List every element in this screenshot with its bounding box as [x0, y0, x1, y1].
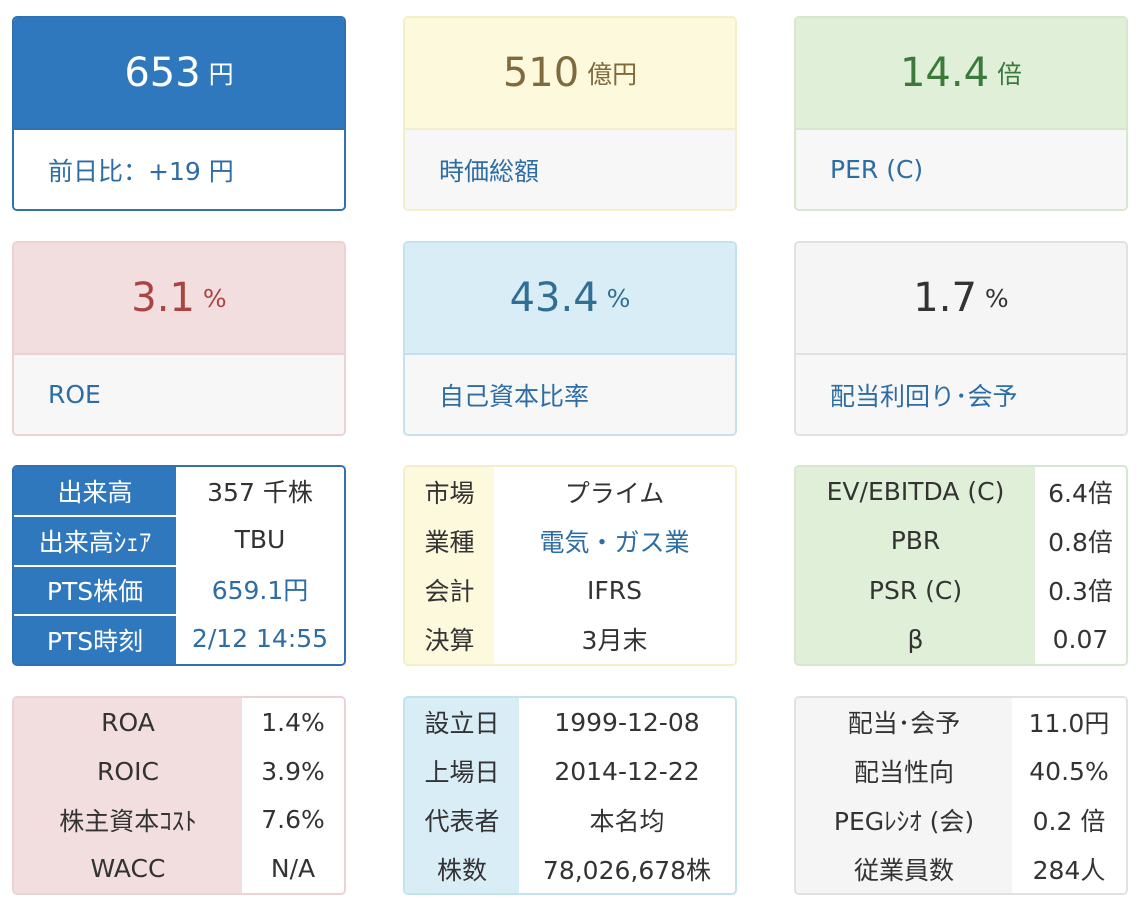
pts-price-link[interactable]: 659.1円 [176, 566, 344, 615]
pts-price-label: PTS株価 [14, 567, 176, 617]
psr-label: PSR (C) [868, 575, 963, 605]
industry-link[interactable]: 電気・ガス業 [539, 527, 690, 557]
volume-share-label: 出来高ｼｪｱ [14, 517, 176, 567]
profile-value-column: 1999-12-08 2014-12-22 本名均 78,026,678株 [519, 698, 735, 893]
listed-label: 上場日 [424, 758, 500, 788]
valuation-value-column: 6.4倍 0.8倍 0.3倍 0.07 [1035, 467, 1126, 664]
market-cap-value: 510 [502, 50, 580, 96]
pbr-value: 0.8倍 [1048, 527, 1113, 557]
market-cap-label[interactable]: 時価総額 [405, 128, 735, 209]
valuation-label-column: EV/EBITDA (C) PBR PSR (C) β [796, 467, 1035, 664]
wacc-value: N/A [270, 854, 316, 884]
dividend-forecast-label: 配当･会予 [847, 709, 961, 739]
roic-value: 3.9% [261, 756, 325, 786]
profitability-value-column: 1.4% 3.9% 7.6% N/A [242, 698, 344, 893]
company-profile-table: 設立日 上場日 代表者 株数 1999-12-08 2014-12-22 本名均… [403, 696, 737, 895]
trading-table: 出来高 出来高ｼｪｱ PTS株価 PTS時刻 357 千株 TBU 659.1円… [12, 465, 346, 666]
cost-of-equity-value: 7.6% [261, 805, 325, 835]
peg-ratio-label: PEGﾚｼｵ (会) [833, 806, 975, 836]
payout-ratio-value: 40.5% [1029, 756, 1109, 786]
fiscal-label: 決算 [424, 626, 475, 656]
founded-label: 設立日 [424, 709, 500, 739]
per-card: 14.4 倍 PER (C) [794, 16, 1128, 211]
stock-price-card: 653 円 前日比：+19 円 [12, 16, 346, 211]
accounting-label: 会計 [424, 577, 475, 607]
company-label-column: 市場 業種 会計 決算 [405, 467, 494, 664]
market-value: プライム [564, 478, 665, 508]
trading-value-column: 357 千株 TBU 659.1円 2/12 14:55 [176, 467, 344, 664]
beta-value: 0.07 [1052, 624, 1109, 654]
equity-ratio-unit: % [606, 283, 631, 313]
employees-value: 284人 [1032, 855, 1106, 885]
volume-label: 出来高 [14, 467, 176, 517]
roe-label[interactable]: ROE [14, 353, 344, 434]
profile-label-column: 設立日 上場日 代表者 株数 [405, 698, 519, 893]
pts-time-label: PTS時刻 [46, 627, 144, 657]
pts-time-link[interactable]: 2/12 14:55 [176, 615, 344, 664]
company-info-table: 市場 業種 会計 決算 プライム 電気・ガス業 IFRS 3月末 [403, 465, 737, 666]
equity-ratio-label[interactable]: 自己資本比率 [405, 353, 735, 434]
dividend-yield-value: 1.7 [913, 275, 977, 321]
listed-value: 2014-12-22 [554, 756, 700, 786]
representative-value: 本名均 [589, 806, 665, 836]
roe-header: 3.1% [14, 243, 344, 353]
valuation-table: EV/EBITDA (C) PBR PSR (C) β 6.4倍 0.8倍 0.… [794, 465, 1128, 666]
dividend-yield-label[interactable]: 配当利回り･会予 [796, 353, 1126, 434]
equity-ratio-card: 43.4% 自己資本比率 [403, 241, 737, 436]
founded-value: 1999-12-08 [554, 707, 700, 737]
beta-label: β [907, 624, 924, 654]
roic-label: ROIC [97, 756, 159, 786]
psr-value: 0.3倍 [1048, 577, 1113, 607]
peg-ratio-value: 0.2 倍 [1032, 806, 1106, 836]
price-change-label[interactable]: 前日比：+19 円 [14, 128, 344, 209]
accounting-value: IFRS [587, 575, 642, 605]
dividend-label-column: 配当･会予 配当性向 PEGﾚｼｵ (会) 従業員数 [796, 698, 1012, 893]
roe-card: 3.1% ROE [12, 241, 346, 436]
profitability-label-column: ROA ROIC 株主資本ｺｽﾄ WACC [14, 698, 242, 893]
equity-ratio-value: 43.4 [509, 275, 599, 321]
payout-ratio-label: 配当性向 [853, 758, 954, 788]
dividend-table: 配当･会予 配当性向 PEGﾚｼｵ (会) 従業員数 11.0円 40.5% 0… [794, 696, 1128, 895]
roa-label: ROA [101, 707, 155, 737]
per-unit: 倍 [997, 60, 1023, 89]
pbr-label: PBR [890, 526, 941, 556]
roa-value: 1.4% [261, 707, 325, 737]
company-value-column: プライム 電気・ガス業 IFRS 3月末 [494, 467, 735, 664]
roe-unit: % [202, 283, 227, 313]
industry-label: 業種 [424, 527, 475, 557]
ev-ebitda-label: EV/EBITDA (C) [826, 477, 1005, 507]
market-label: 市場 [424, 478, 475, 508]
dividend-yield-header: 1.7% [796, 243, 1126, 353]
ev-ebitda-value: 6.4倍 [1048, 478, 1113, 508]
dividend-forecast-value: 11.0円 [1028, 709, 1110, 739]
employees-label: 従業員数 [853, 855, 954, 885]
stock-price-unit: 円 [208, 60, 234, 89]
market-cap-header: 510 億円 [405, 18, 735, 128]
dividend-yield-unit: % [984, 283, 1009, 313]
dividend-value-column: 11.0円 40.5% 0.2 倍 284人 [1012, 698, 1126, 893]
volume-value: 357 千株 [176, 467, 344, 517]
wacc-label: WACC [90, 854, 166, 884]
profitability-table: ROA ROIC 株主資本ｺｽﾄ WACC 1.4% 3.9% 7.6% N/A [12, 696, 346, 895]
stock-price-header: 653 円 [14, 18, 344, 128]
per-value: 14.4 [899, 50, 990, 96]
market-cap-card: 510 億円 時価総額 [403, 16, 737, 211]
dividend-yield-card: 1.7% 配当利回り･会予 [794, 241, 1128, 436]
shares-label: 株数 [436, 855, 487, 885]
shares-value: 78,026,678株 [542, 855, 712, 885]
roe-value: 3.1 [131, 275, 195, 321]
fiscal-value: 3月末 [581, 626, 648, 656]
per-label[interactable]: PER (C) [796, 128, 1126, 209]
stock-price-value: 653 [124, 50, 201, 96]
representative-label: 代表者 [424, 806, 500, 836]
per-header: 14.4 倍 [796, 18, 1126, 128]
equity-ratio-header: 43.4% [405, 243, 735, 353]
market-cap-unit: 億円 [587, 60, 638, 89]
volume-share-value: TBU [176, 516, 344, 566]
cost-of-equity-label: 株主資本ｺｽﾄ [59, 806, 197, 836]
trading-label-column: 出来高 出来高ｼｪｱ PTS株価 PTS時刻 [14, 467, 176, 664]
